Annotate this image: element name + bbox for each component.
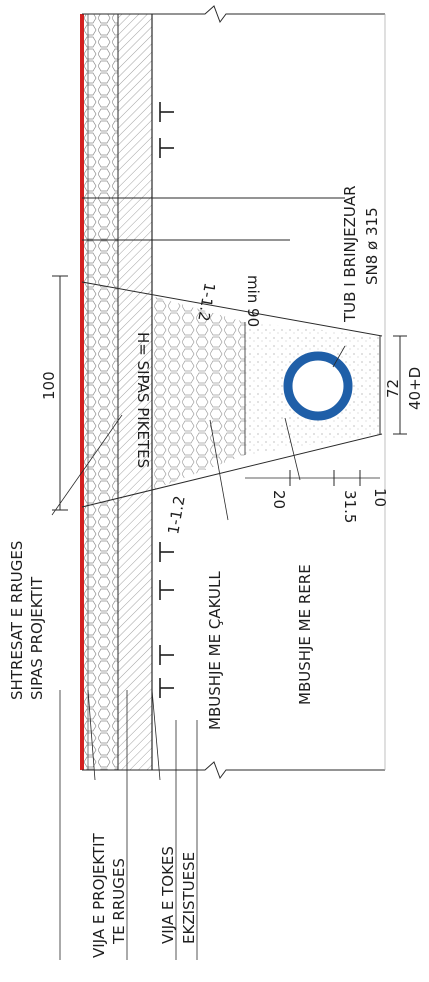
layer-thickness-20: 20 (270, 490, 288, 509)
min-cover-label: min 90 (244, 275, 262, 327)
top-break-line (82, 5, 385, 24)
gravel-fill-area (152, 296, 245, 490)
pipe-spec-label: SN8 ø 315 (363, 207, 381, 285)
bedding-width-value: 72 (384, 379, 402, 398)
trench-slope-top (81, 281, 383, 337)
bedding-width-formula: 40+D (406, 367, 424, 410)
road-layers-label: SHTRESAT E RRUGES (8, 541, 26, 700)
bottom-break-line (82, 761, 385, 780)
sand-fill-label: MBUSHJE ME RERE (296, 564, 314, 705)
paved-layer-band (82, 14, 118, 770)
trench-slope-bottom (81, 433, 383, 508)
pipe-type-label: TUB I BRINJEZUAR (341, 185, 359, 323)
depth-label: H= SIPAS PIKETES (134, 332, 152, 468)
project-line-label-2: TE RRUGES (110, 858, 128, 945)
corrugated-pipe (283, 351, 353, 421)
gravel-fill-label: MBUSHJE ME ÇAKULL (206, 571, 224, 730)
grass-symbols (159, 102, 174, 698)
ground-line-label-2: EKZISTUESE (180, 852, 198, 944)
base-layer-band (118, 14, 152, 770)
slope-bottom-label: 1-1.2 (164, 494, 188, 535)
layer-thickness-10: 10 (371, 488, 389, 507)
layer-thickness-31-5: 31.5 (341, 490, 359, 523)
road-layers-label-2: SIPAS PROJEKTIT (28, 576, 46, 700)
project-line-label: VIJA E PROJEKTIT (90, 832, 108, 958)
trench-width-value: 100 (40, 371, 58, 400)
ground-line-label: VIJA E TOKES (159, 846, 177, 944)
